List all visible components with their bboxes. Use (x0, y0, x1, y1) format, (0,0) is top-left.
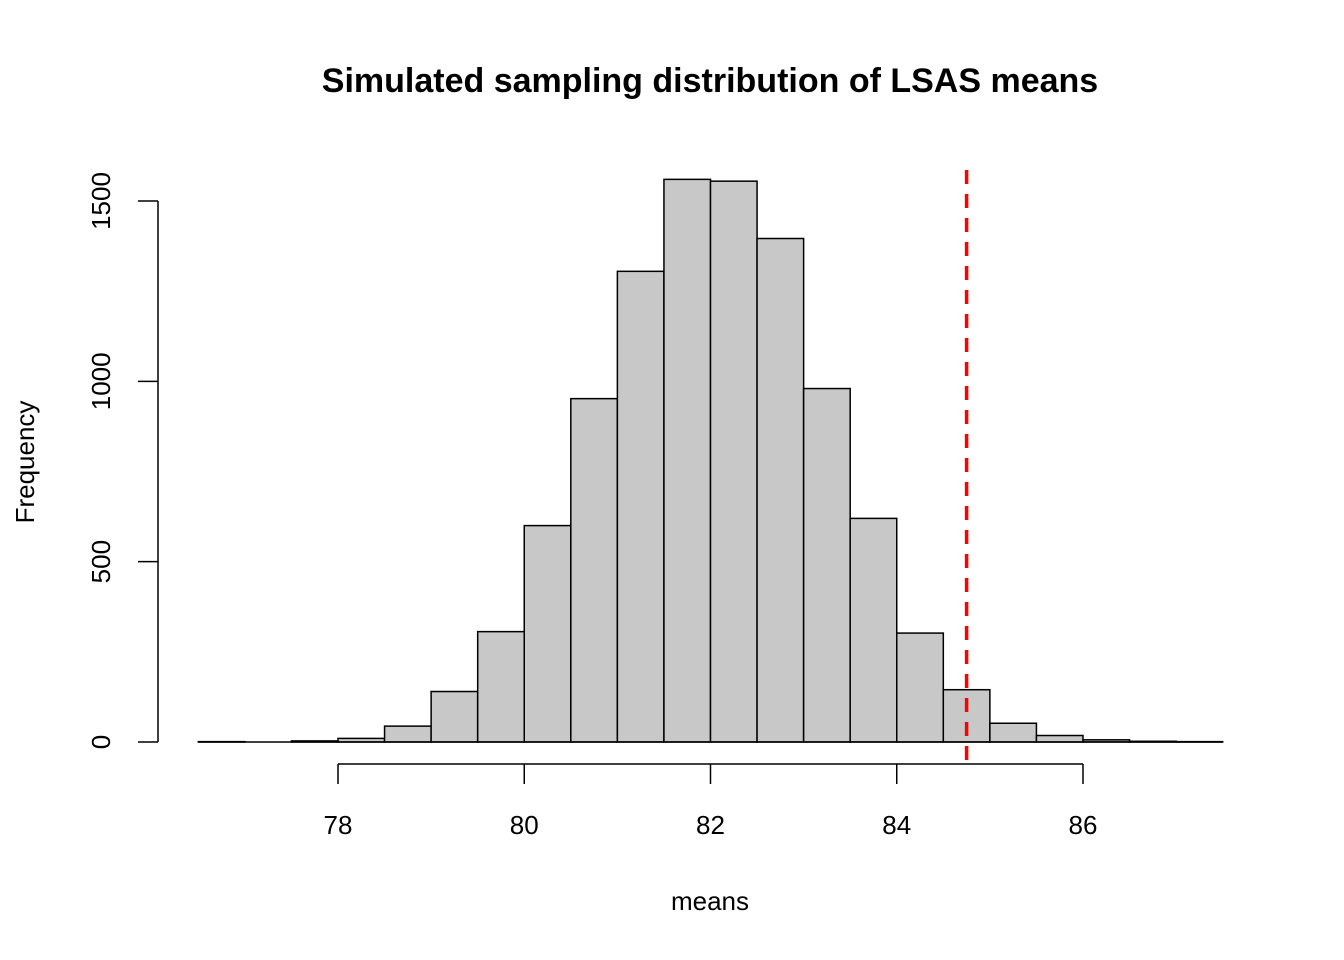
x-tick-label: 80 (510, 810, 539, 840)
x-axis-label: means (671, 886, 749, 916)
histogram-bar (802, 387, 851, 743)
histogram-bar (709, 180, 758, 743)
axes-group: 78 80 82 84 86 0 500 1000 1500 (86, 172, 1223, 840)
histogram-bar (383, 725, 432, 743)
histogram-bar (663, 178, 712, 743)
y-tick-label: 1000 (86, 352, 116, 410)
x-tick-label: 82 (696, 810, 725, 840)
chart-title: Simulated sampling distribution of LSAS … (322, 62, 1098, 100)
histogram-bar (570, 397, 619, 743)
histogram-bar (896, 632, 945, 743)
histogram-bar (616, 270, 665, 743)
bars-group (197, 178, 1224, 743)
histogram-bar (849, 517, 898, 743)
y-tick-label: 1500 (86, 172, 116, 230)
x-tick-label: 78 (324, 810, 353, 840)
histogram-bar (756, 237, 805, 743)
histogram-bar (523, 524, 572, 743)
y-tick-label: 0 (86, 735, 116, 749)
histogram-bar (1035, 734, 1084, 743)
y-axis-label: Frequency (10, 401, 40, 524)
x-tick-label: 86 (1069, 810, 1098, 840)
y-tick-label: 500 (86, 540, 116, 583)
histogram-bar (430, 690, 479, 743)
histogram-bar (476, 630, 525, 743)
x-tick-label: 84 (882, 810, 911, 840)
histogram-bar (989, 722, 1038, 743)
